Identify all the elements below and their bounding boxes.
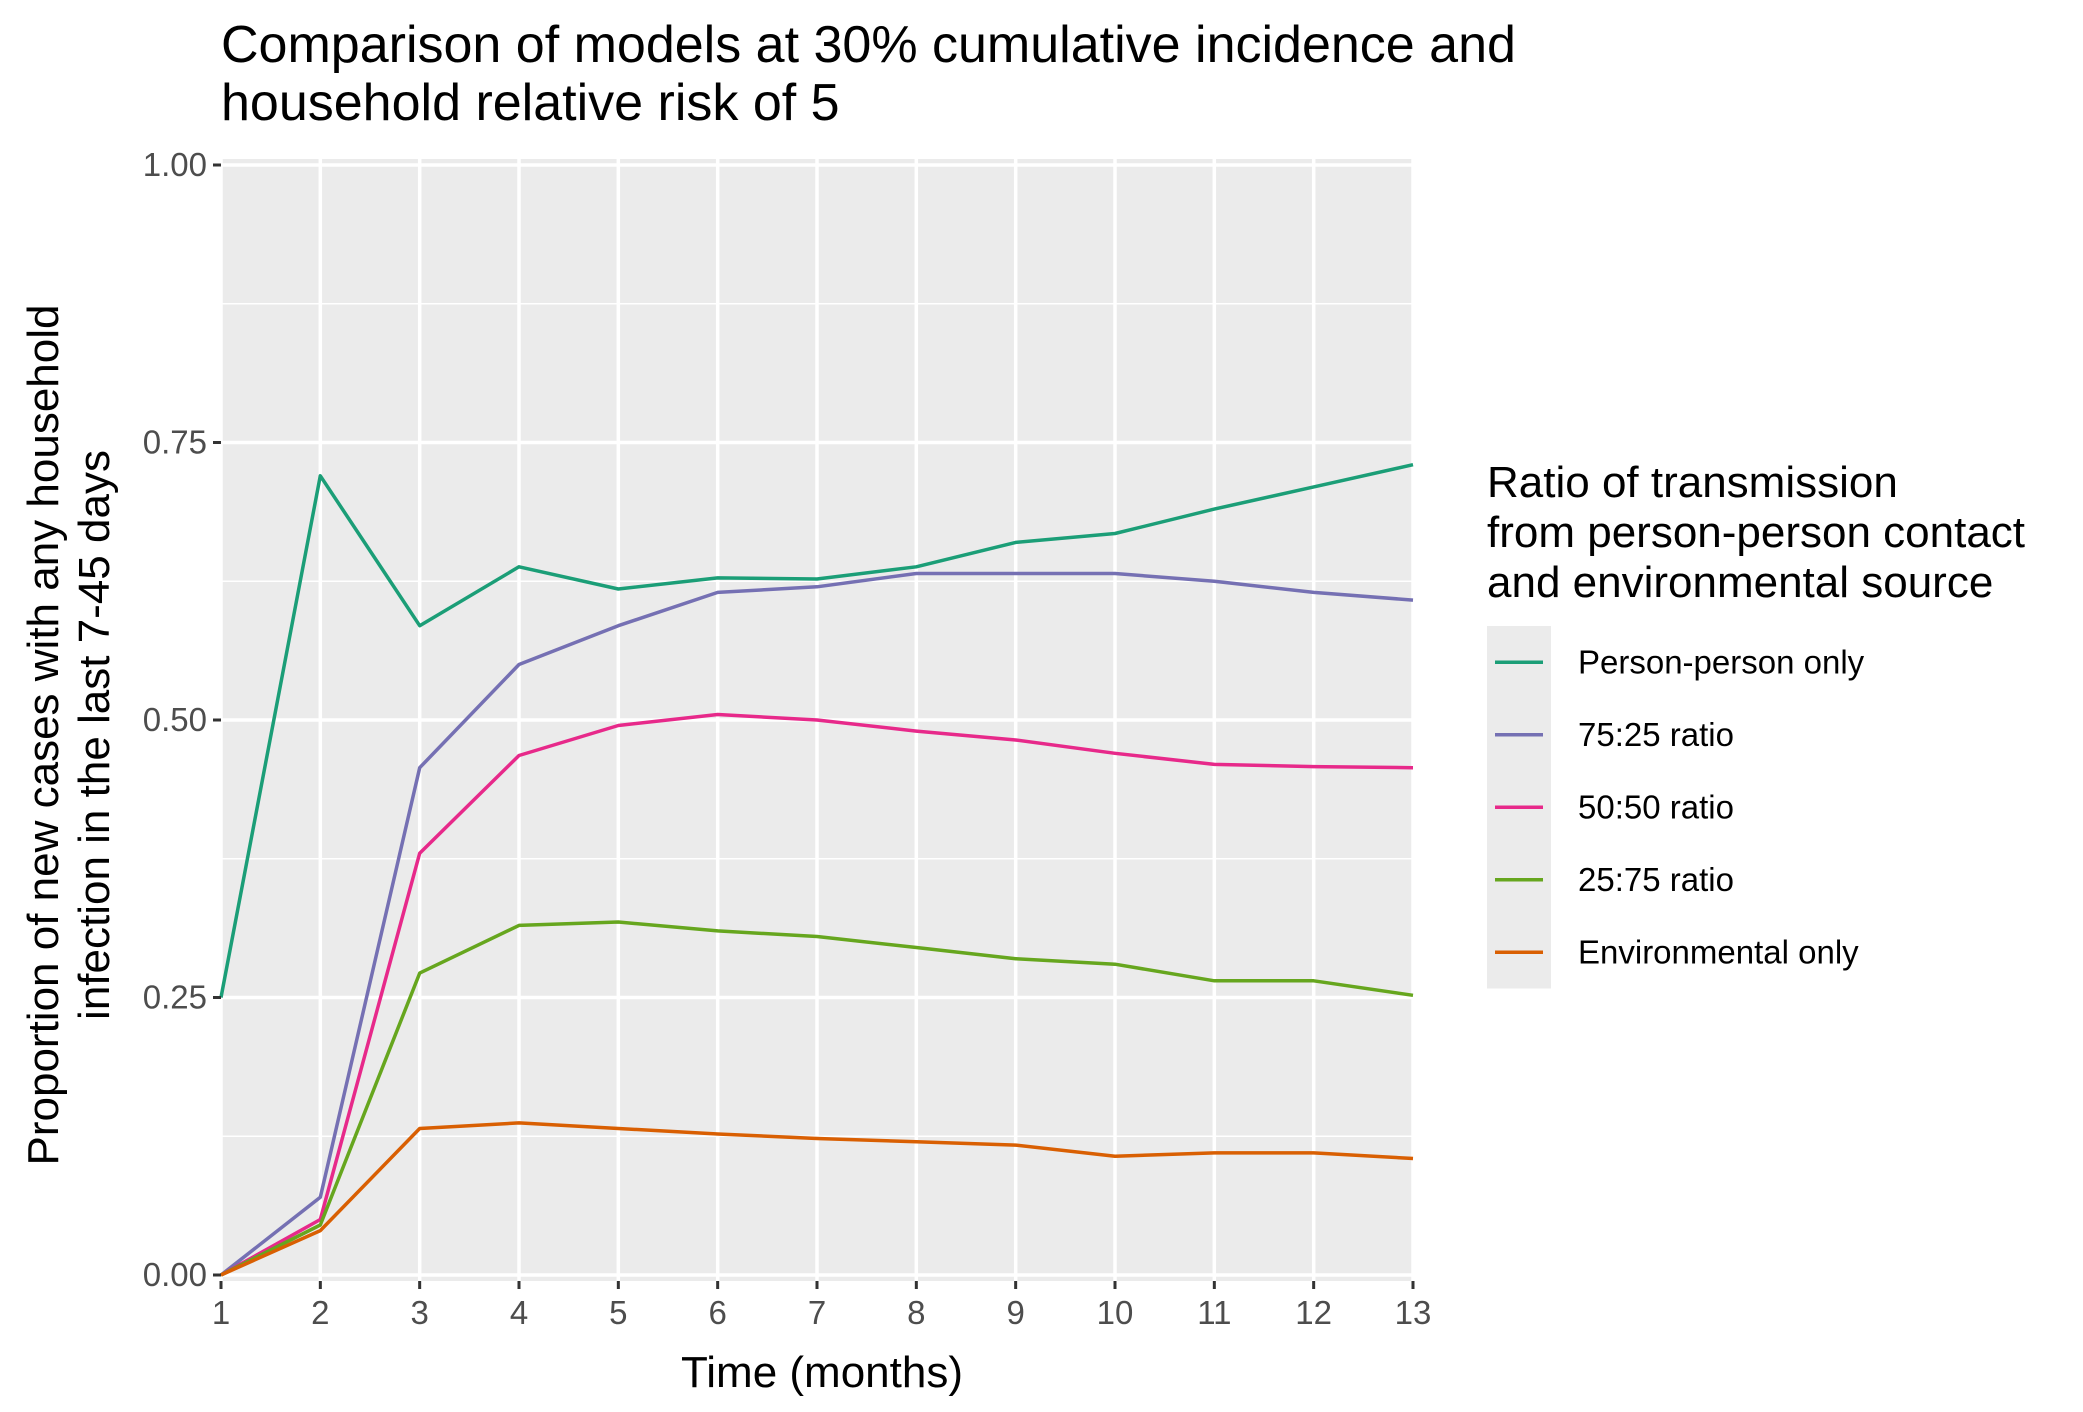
- legend-label: Environmental only: [1578, 933, 1859, 970]
- y-tick-label: 0.75: [143, 424, 207, 461]
- y-axis-title: Proportion of new cases with any househo…: [19, 305, 119, 1166]
- x-tick-label: 8: [907, 1294, 925, 1331]
- series-lines: [219, 462, 1414, 1277]
- legend-keys: Person-person only 75:25 ratio 50:50 ratio…: [1487, 626, 1865, 989]
- y-tick-label: 0.50: [143, 701, 207, 738]
- y-axis-title-line-1: Proportion of new cases with any househo…: [19, 305, 68, 1166]
- chart-title-line-2: household relative risk of 5: [221, 74, 840, 132]
- legend-title-line-2: from person-person contact: [1487, 508, 2025, 557]
- chart-title-line-1: Comparison of models at 30% cumulative i…: [221, 16, 1516, 74]
- series-line-50-50-ratio: [220, 712, 1414, 1277]
- legend-label: 50:50 ratio: [1578, 788, 1734, 825]
- y-tick-label: 0.00: [143, 1256, 207, 1293]
- y-axis-title-line-2: infection in the last 7-45 days: [70, 450, 119, 1020]
- x-tick-label: 13: [1395, 1294, 1432, 1331]
- legend-label: 75:25 ratio: [1578, 716, 1734, 753]
- x-tick-label: 5: [609, 1294, 627, 1331]
- x-tick-label: 9: [1006, 1294, 1024, 1331]
- axis-ticks: 0.000.250.500.751.001 2 3 4 5 6 7 8 9 10 11 12 13: [143, 146, 1432, 1331]
- x-tick-label: 3: [410, 1294, 428, 1331]
- legend-title-line-3: and environmental source: [1487, 558, 1993, 607]
- y-tick-label: 0.25: [143, 979, 207, 1016]
- legend-label: Person-person only: [1578, 643, 1865, 680]
- legend-label: 25:75 ratio: [1578, 861, 1734, 898]
- x-tick-label: 12: [1295, 1294, 1332, 1331]
- x-tick-label: 11: [1197, 1294, 1231, 1331]
- x-tick-label: 7: [808, 1294, 826, 1331]
- x-tick-label: 1: [212, 1294, 230, 1331]
- y-tick-label: 1.00: [143, 146, 207, 183]
- series-line-75-25-ratio: [219, 571, 1414, 1277]
- x-axis-title: Time (months): [681, 1348, 963, 1397]
- series-line-25-75-ratio: [220, 920, 1414, 1277]
- x-tick-label: 4: [510, 1294, 528, 1331]
- x-tick-label: 6: [708, 1294, 726, 1331]
- x-tick-label: 2: [311, 1294, 329, 1331]
- x-tick-label: 10: [1097, 1294, 1134, 1331]
- legend: Ratio of transmission from person-person…: [1487, 458, 2025, 989]
- series-line-environmental-only: [220, 1121, 1414, 1277]
- series-line-person-person-only: [219, 462, 1414, 998]
- legend-title-line-1: Ratio of transmission: [1487, 458, 1898, 507]
